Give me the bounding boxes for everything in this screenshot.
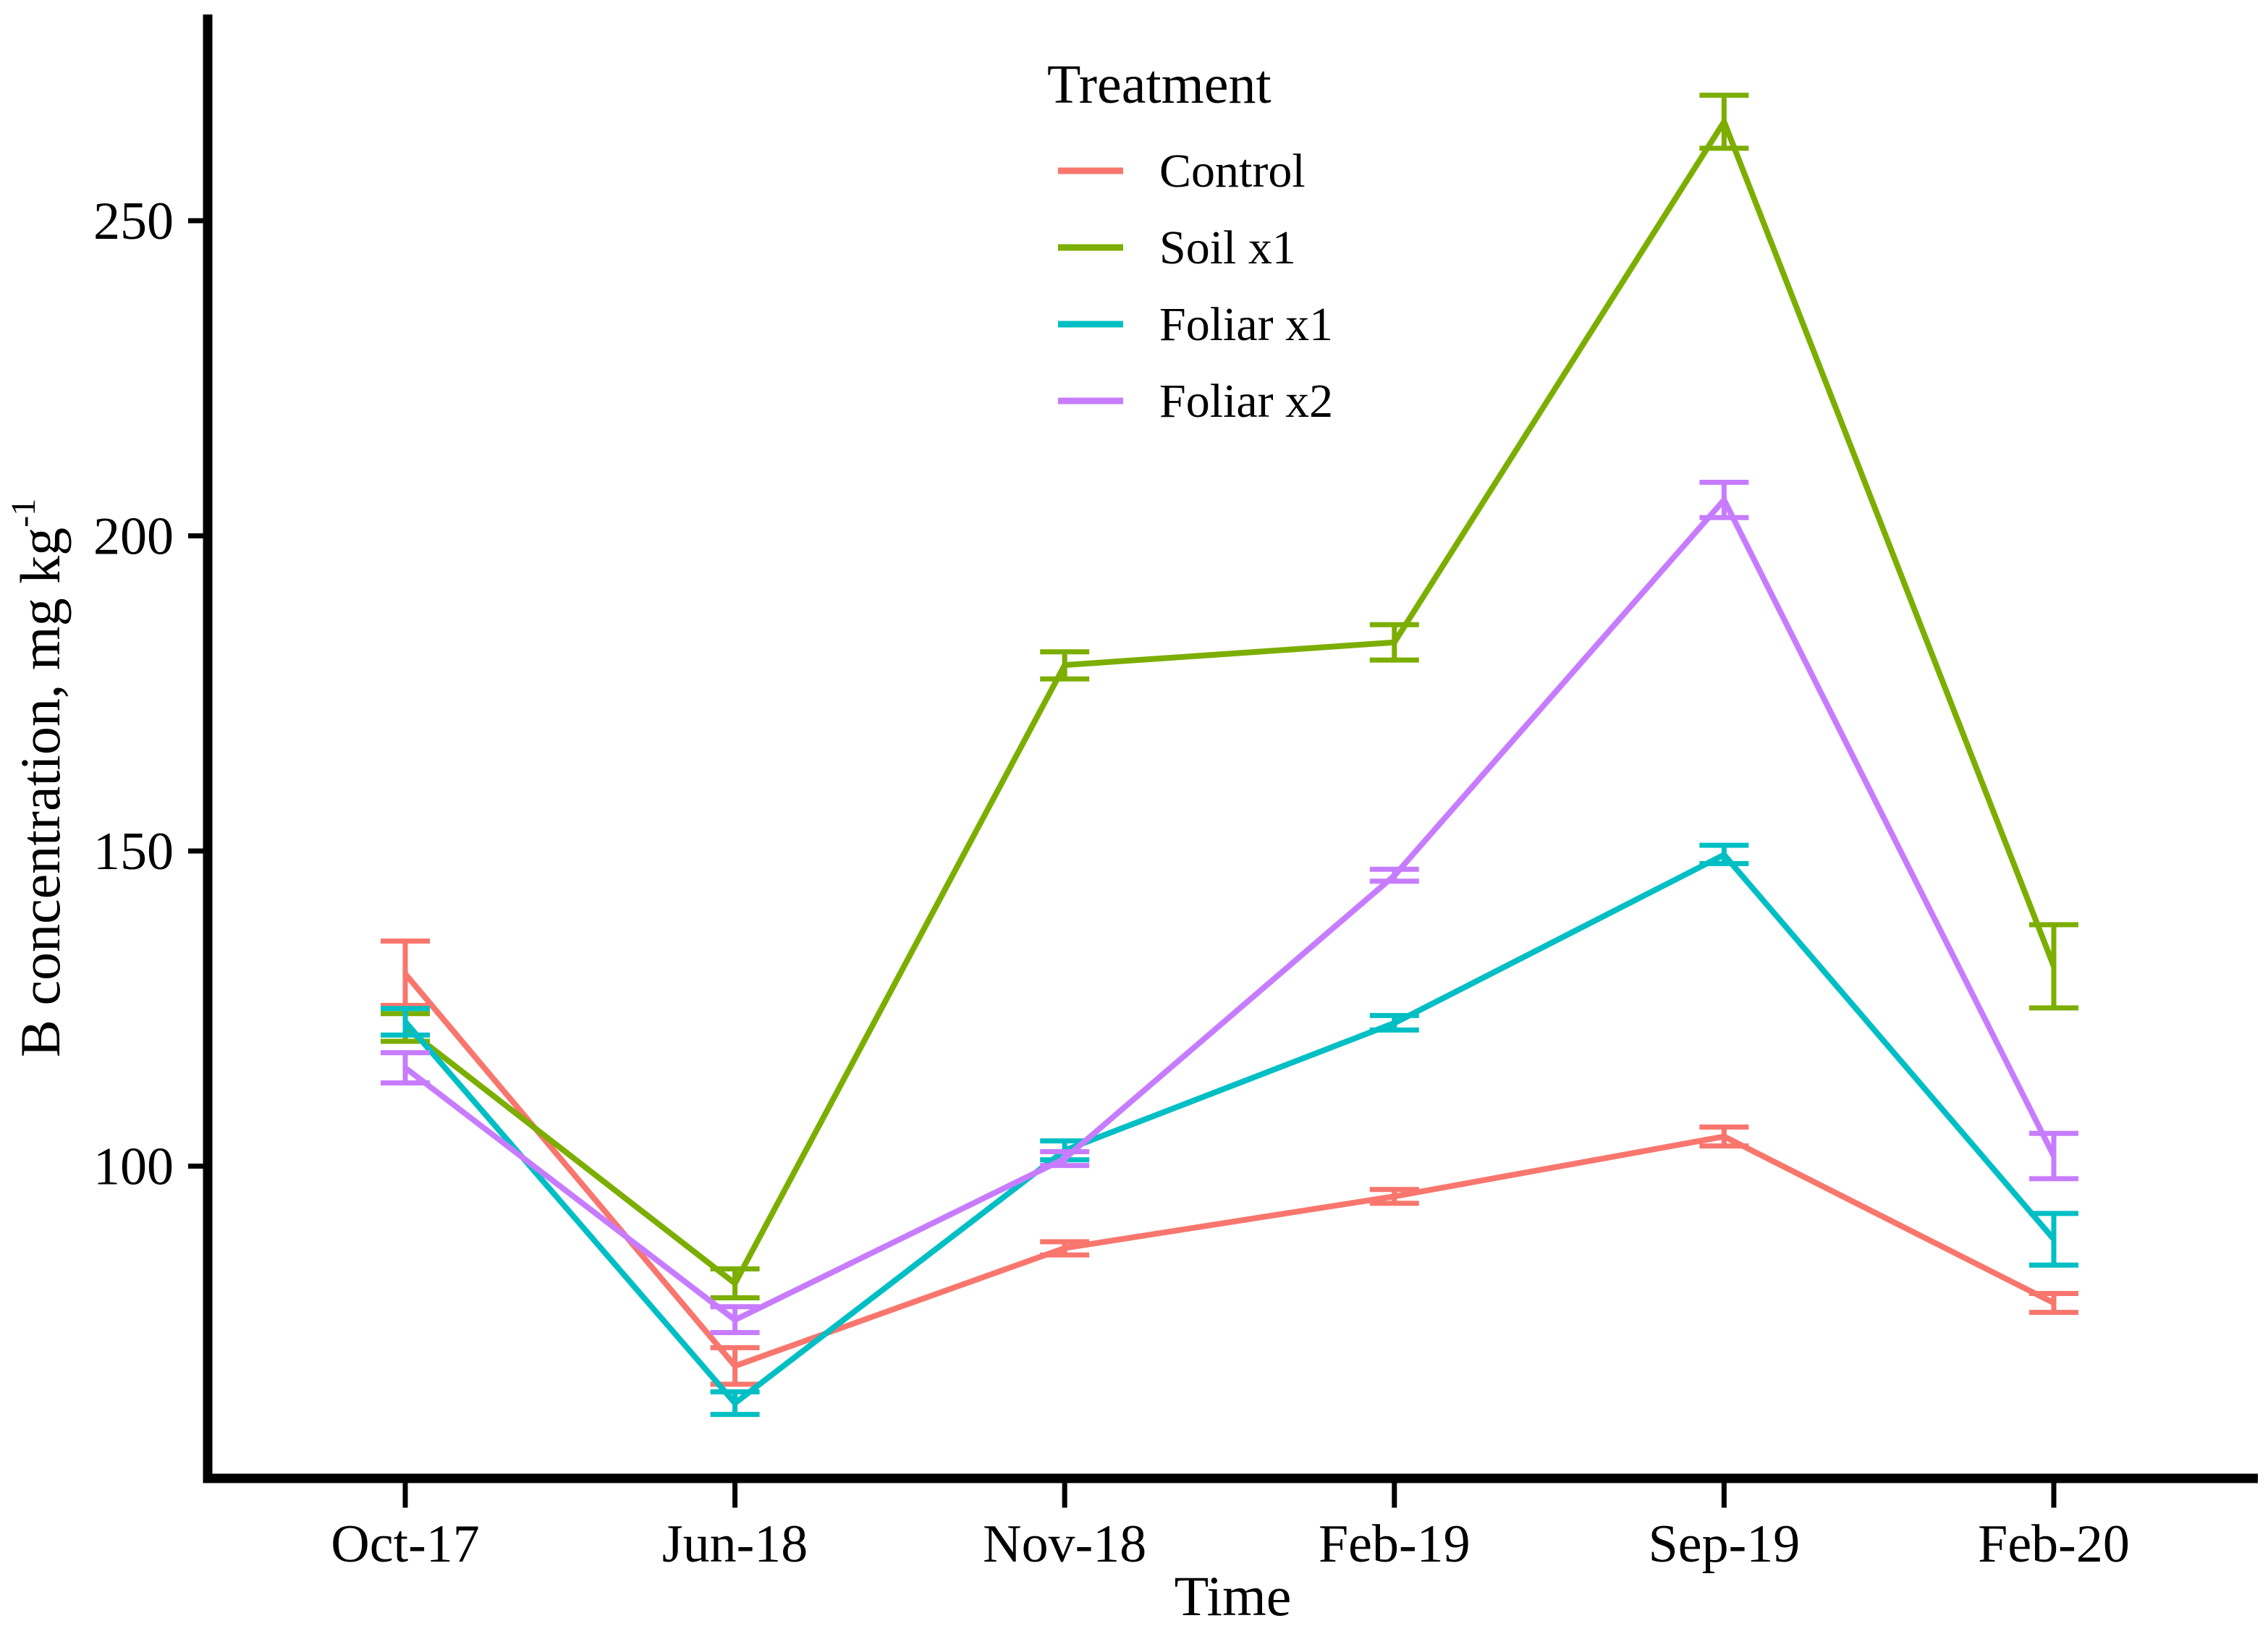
legend-item-control: Control: [1058, 145, 1306, 198]
series-control: [381, 939, 2078, 1387]
axes: [203, 14, 2258, 1483]
legend-item-foliar-x2: Foliar x2: [1058, 375, 1333, 428]
y-axis-title: B concentration, mg kg-1: [4, 499, 72, 1057]
series-line: [402, 972, 2055, 1370]
legend-item-label: Foliar x2: [1159, 375, 1333, 428]
x-tick-label: Sep-19: [1649, 1515, 1801, 1574]
x-tick-label: Jun-18: [662, 1515, 808, 1574]
x-axis-ticks: Oct-17 Jun-18 Nov-18 Feb-19 Sep-19 Feb-20: [331, 1483, 2130, 1574]
series-foliar-x2: [381, 479, 2078, 1335]
x-tick-label: Oct-17: [331, 1515, 480, 1574]
y-tick-label: 200: [93, 507, 174, 567]
legend: Treatment Control Soil x1 Foliar x1 Foliar x…: [1047, 54, 1333, 428]
x-axis-title: Time: [1175, 1564, 1292, 1626]
series-line: [403, 494, 2057, 1324]
legend-item-foliar-x1: Foliar x1: [1058, 298, 1333, 351]
series-line: [402, 851, 2057, 1407]
x-tick-label: Feb-20: [1978, 1515, 2130, 1574]
legend-item-label: Soil x1: [1159, 221, 1296, 274]
error-bar: [381, 939, 430, 1008]
legend-item-label: Control: [1159, 145, 1306, 198]
y-tick-label: 250: [93, 192, 174, 251]
series-line: [403, 115, 2057, 1288]
series-soil-x1: [381, 93, 2078, 1301]
y-tick-label: 150: [93, 822, 174, 881]
x-tick-label: Nov-18: [983, 1515, 1146, 1574]
x-tick-label: Feb-19: [1319, 1515, 1471, 1574]
y-axis-ticks: 100 150 200 250: [93, 192, 208, 1197]
series-foliar-x1: [381, 842, 2078, 1418]
legend-item-label: Foliar x1: [1159, 298, 1333, 351]
legend-item-soil-x1: Soil x1: [1058, 221, 1296, 274]
legend-title: Treatment: [1047, 54, 1271, 115]
y-tick-label: 100: [93, 1138, 174, 1197]
